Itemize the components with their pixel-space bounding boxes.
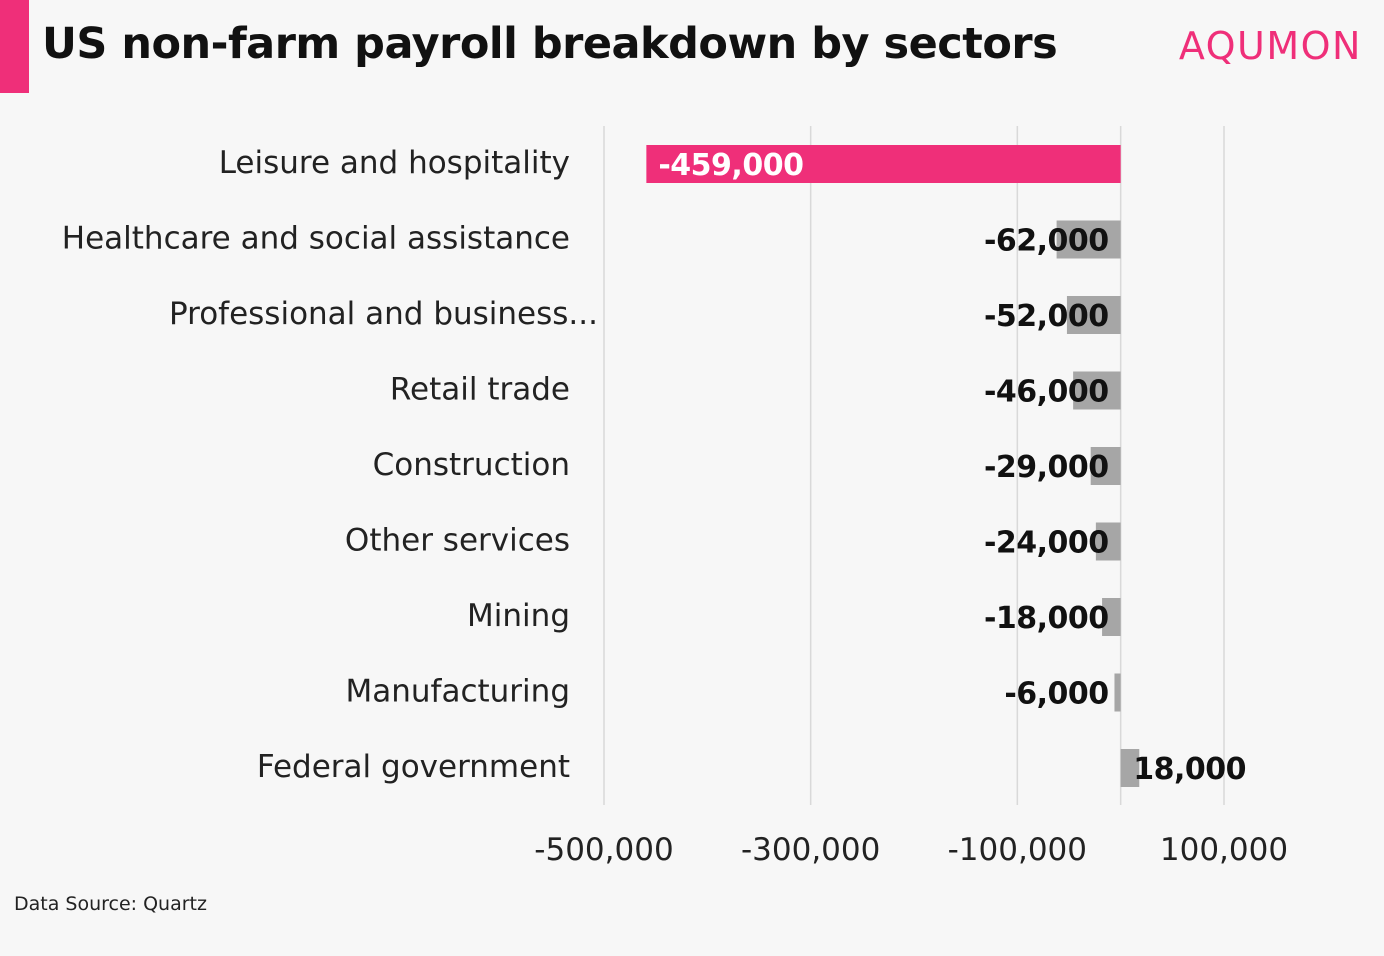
x-tick-label: -500,000 (534, 832, 673, 868)
bar (1114, 673, 1121, 712)
chart-title: US non-farm payroll breakdown by sectors (42, 19, 1058, 69)
category-label: Professional and business... (169, 296, 598, 332)
category-label: Federal government (257, 749, 570, 785)
x-tick-label: -100,000 (948, 832, 1087, 868)
data-label: -52,000 (984, 299, 1109, 334)
data-source-note: Data Source: Quartz (14, 893, 207, 915)
bar (1073, 371, 1121, 410)
data-label: -459,000 (658, 148, 803, 183)
category-labels: Leisure and hospitality Healthcare and so… (62, 145, 598, 785)
x-tick-label: -300,000 (741, 832, 880, 868)
data-label: -29,000 (984, 450, 1109, 485)
x-tick-labels: -500,000 -300,000 -100,000 100,000 (534, 832, 1288, 868)
bar (1120, 749, 1140, 787)
brand-logo: AQUMON (1178, 24, 1362, 68)
bar (1066, 296, 1121, 334)
data-label: -24,000 (984, 526, 1109, 561)
bar (646, 145, 1121, 183)
category-label: Healthcare and social assistance (62, 221, 570, 257)
category-label: Manufacturing (346, 674, 570, 710)
data-label: -6,000 (1004, 677, 1108, 712)
bar (1102, 598, 1121, 636)
bars (646, 145, 1140, 787)
category-label: Construction (373, 447, 570, 483)
category-label: Other services (345, 523, 570, 559)
title-accent-block (0, 0, 29, 93)
data-label: -62,000 (984, 224, 1109, 259)
gridlines (603, 126, 1225, 805)
category-label: Mining (467, 598, 570, 634)
category-label: Retail trade (390, 372, 570, 408)
data-label: 18,000 (1133, 752, 1246, 787)
x-tick-label: 100,000 (1160, 832, 1288, 868)
data-label: -46,000 (984, 375, 1109, 410)
data-label: -18,000 (984, 601, 1109, 636)
category-label: Leisure and hospitality (219, 145, 570, 181)
bar (1095, 522, 1121, 561)
bar (1056, 220, 1121, 259)
bar (1090, 447, 1121, 485)
data-labels: -459,000 -62,000 -52,000 -46,000 -29,000 -24,… (658, 148, 1246, 787)
